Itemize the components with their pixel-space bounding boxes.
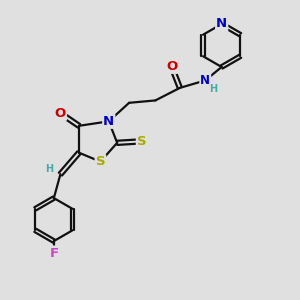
Text: S: S [137, 135, 146, 148]
Text: N: N [200, 74, 210, 87]
Text: F: F [49, 247, 58, 260]
Text: H: H [45, 164, 53, 174]
Text: O: O [55, 107, 66, 120]
Text: H: H [209, 84, 218, 94]
Text: N: N [216, 17, 227, 31]
Text: S: S [96, 155, 105, 168]
Text: O: O [166, 60, 177, 73]
Text: N: N [103, 115, 114, 128]
